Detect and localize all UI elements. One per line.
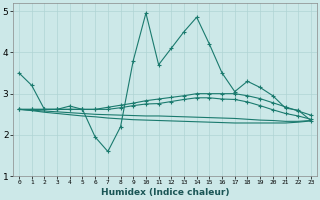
- X-axis label: Humidex (Indice chaleur): Humidex (Indice chaleur): [101, 188, 229, 197]
